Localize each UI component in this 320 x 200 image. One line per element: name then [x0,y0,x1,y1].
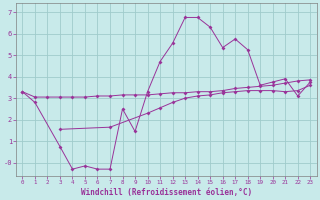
X-axis label: Windchill (Refroidissement éolien,°C): Windchill (Refroidissement éolien,°C) [81,188,252,197]
